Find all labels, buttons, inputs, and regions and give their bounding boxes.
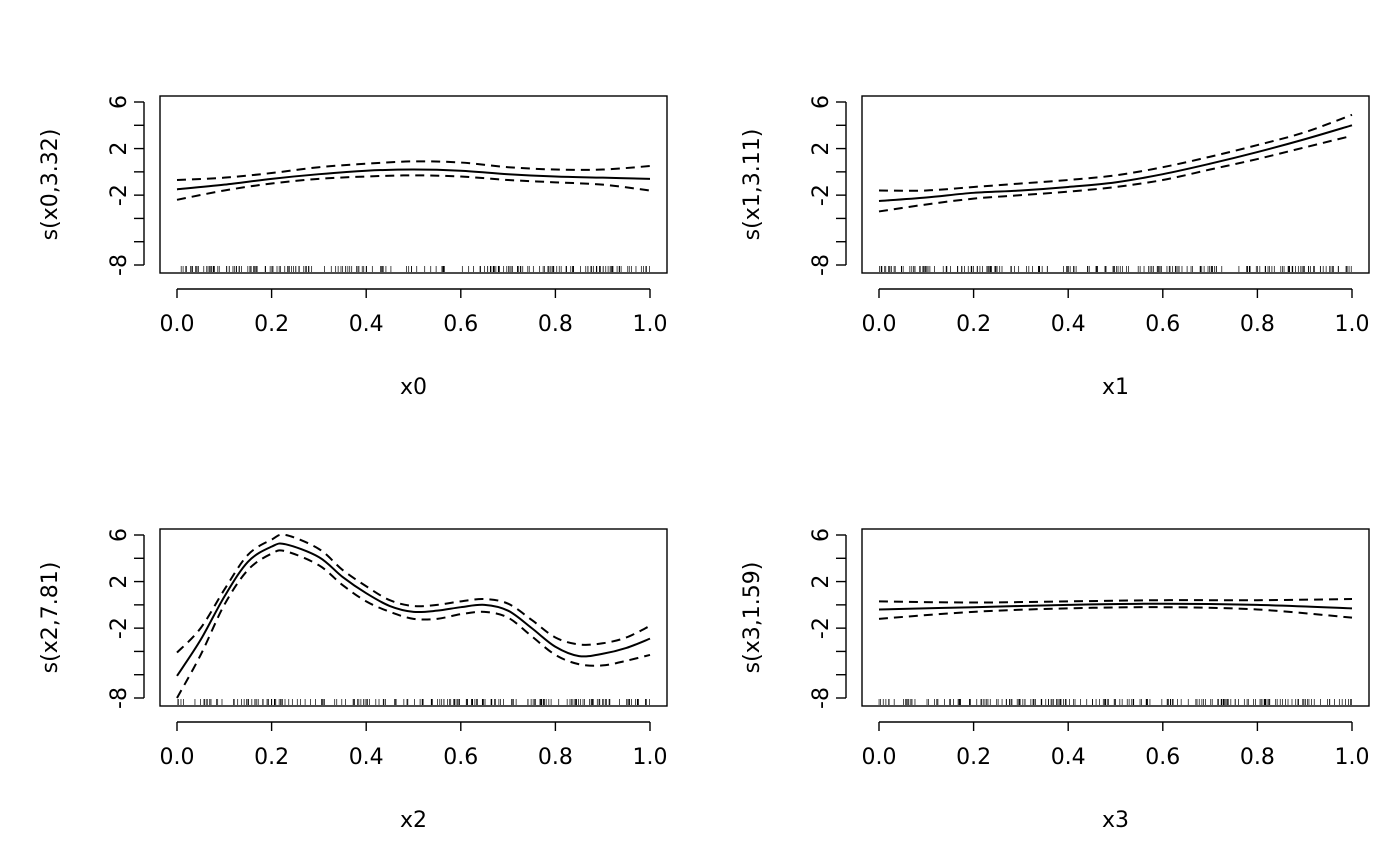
x-tick-label: 0.6 [443,745,478,770]
panel-x0: 0.0 0.2 0.4 0.6 0.8 1.0 x0 -8 -2 2 6 s(x0,3.32) [38,95,668,400]
x-tick-label: 0.8 [1240,745,1275,770]
y-axis-label: s(x2,7.81) [38,562,63,674]
y-axis-label: s(x0,3.32) [38,129,63,241]
x-tick-label: 0.6 [1145,745,1180,770]
plot-frame [159,528,668,707]
y-tick-label: -2 [107,617,132,639]
x-tick-label: 0.4 [1051,745,1086,770]
upper-confidence-line [176,533,651,654]
x-tick-label: 1.0 [633,312,668,337]
y-tick-label: 2 [107,142,132,156]
y-tick-label: 6 [809,528,834,542]
x-tick-label: 0.8 [1240,312,1275,337]
lower-confidence-line [878,134,1353,213]
x-tick-label: 0.4 [1051,312,1086,337]
y-tick-label: -8 [809,687,834,709]
y-tick-label: 6 [107,95,132,109]
y-tick-label: 2 [809,142,834,156]
x-tick-label: 0.0 [862,312,897,337]
smooth-estimate-line [878,124,1353,202]
x-tick-label: 0.0 [160,745,195,770]
smooth-estimate-line [176,168,651,191]
x-tick-label: 0.2 [254,312,289,337]
x-axis-label: x0 [400,375,427,400]
y-tick-label: -2 [809,617,834,639]
plot-frame [861,95,1370,274]
y-axis-label: s(x3,1.59) [740,562,765,674]
y-tick-label: -8 [107,254,132,276]
y-tick-label: -8 [107,687,132,709]
x-axis-label: x3 [1102,808,1129,833]
x-tick-label: 0.8 [538,312,573,337]
y-tick-label: 6 [809,95,834,109]
y-axis-label: s(x1,3.11) [740,129,765,241]
x-tick-label: 0.6 [1145,312,1180,337]
x-tick-label: 0.8 [538,745,573,770]
upper-confidence-line [878,113,1353,192]
y-tick-label: 2 [107,575,132,589]
y-tick-label: -8 [809,254,834,276]
x-tick-label: 0.0 [862,745,897,770]
x-tick-label: 0.6 [443,312,478,337]
y-tick-label: 6 [107,528,132,542]
y-tick-label: -2 [107,184,132,206]
x-tick-label: 0.2 [956,745,991,770]
y-tick-label: 2 [809,575,834,589]
x-tick-label: 0.2 [956,312,991,337]
x-tick-label: 1.0 [633,745,668,770]
x-axis-label: x1 [1102,375,1129,400]
panel-x2: 0.0 0.2 0.4 0.6 0.8 1.0 x2 -8 -2 2 6 s(x2,7.81) [38,528,668,833]
panel-x1: 0.0 0.2 0.4 0.6 0.8 1.0 x1 -8 -2 2 6 s(x1,3.11) [740,95,1370,400]
lower-confidence-line [176,549,651,699]
x-tick-label: 1.0 [1335,745,1370,770]
x-tick-label: 1.0 [1335,312,1370,337]
x-tick-label: 0.4 [349,745,384,770]
smooth-estimate-line [878,602,1353,611]
y-tick-label: -2 [809,184,834,206]
x-tick-label: 0.2 [254,745,289,770]
lower-confidence-line [176,174,651,201]
panel-x3: 0.0 0.2 0.4 0.6 0.8 1.0 x3 -8 -2 2 6 s(x3,1.59) [740,528,1370,833]
plot-frame [159,95,668,274]
plot-frame [861,528,1370,707]
smooth-estimate-line [176,542,651,677]
x-axis-label: x2 [400,808,427,833]
upper-confidence-line [176,160,651,182]
x-tick-label: 0.4 [349,312,384,337]
x-tick-label: 0.0 [160,312,195,337]
